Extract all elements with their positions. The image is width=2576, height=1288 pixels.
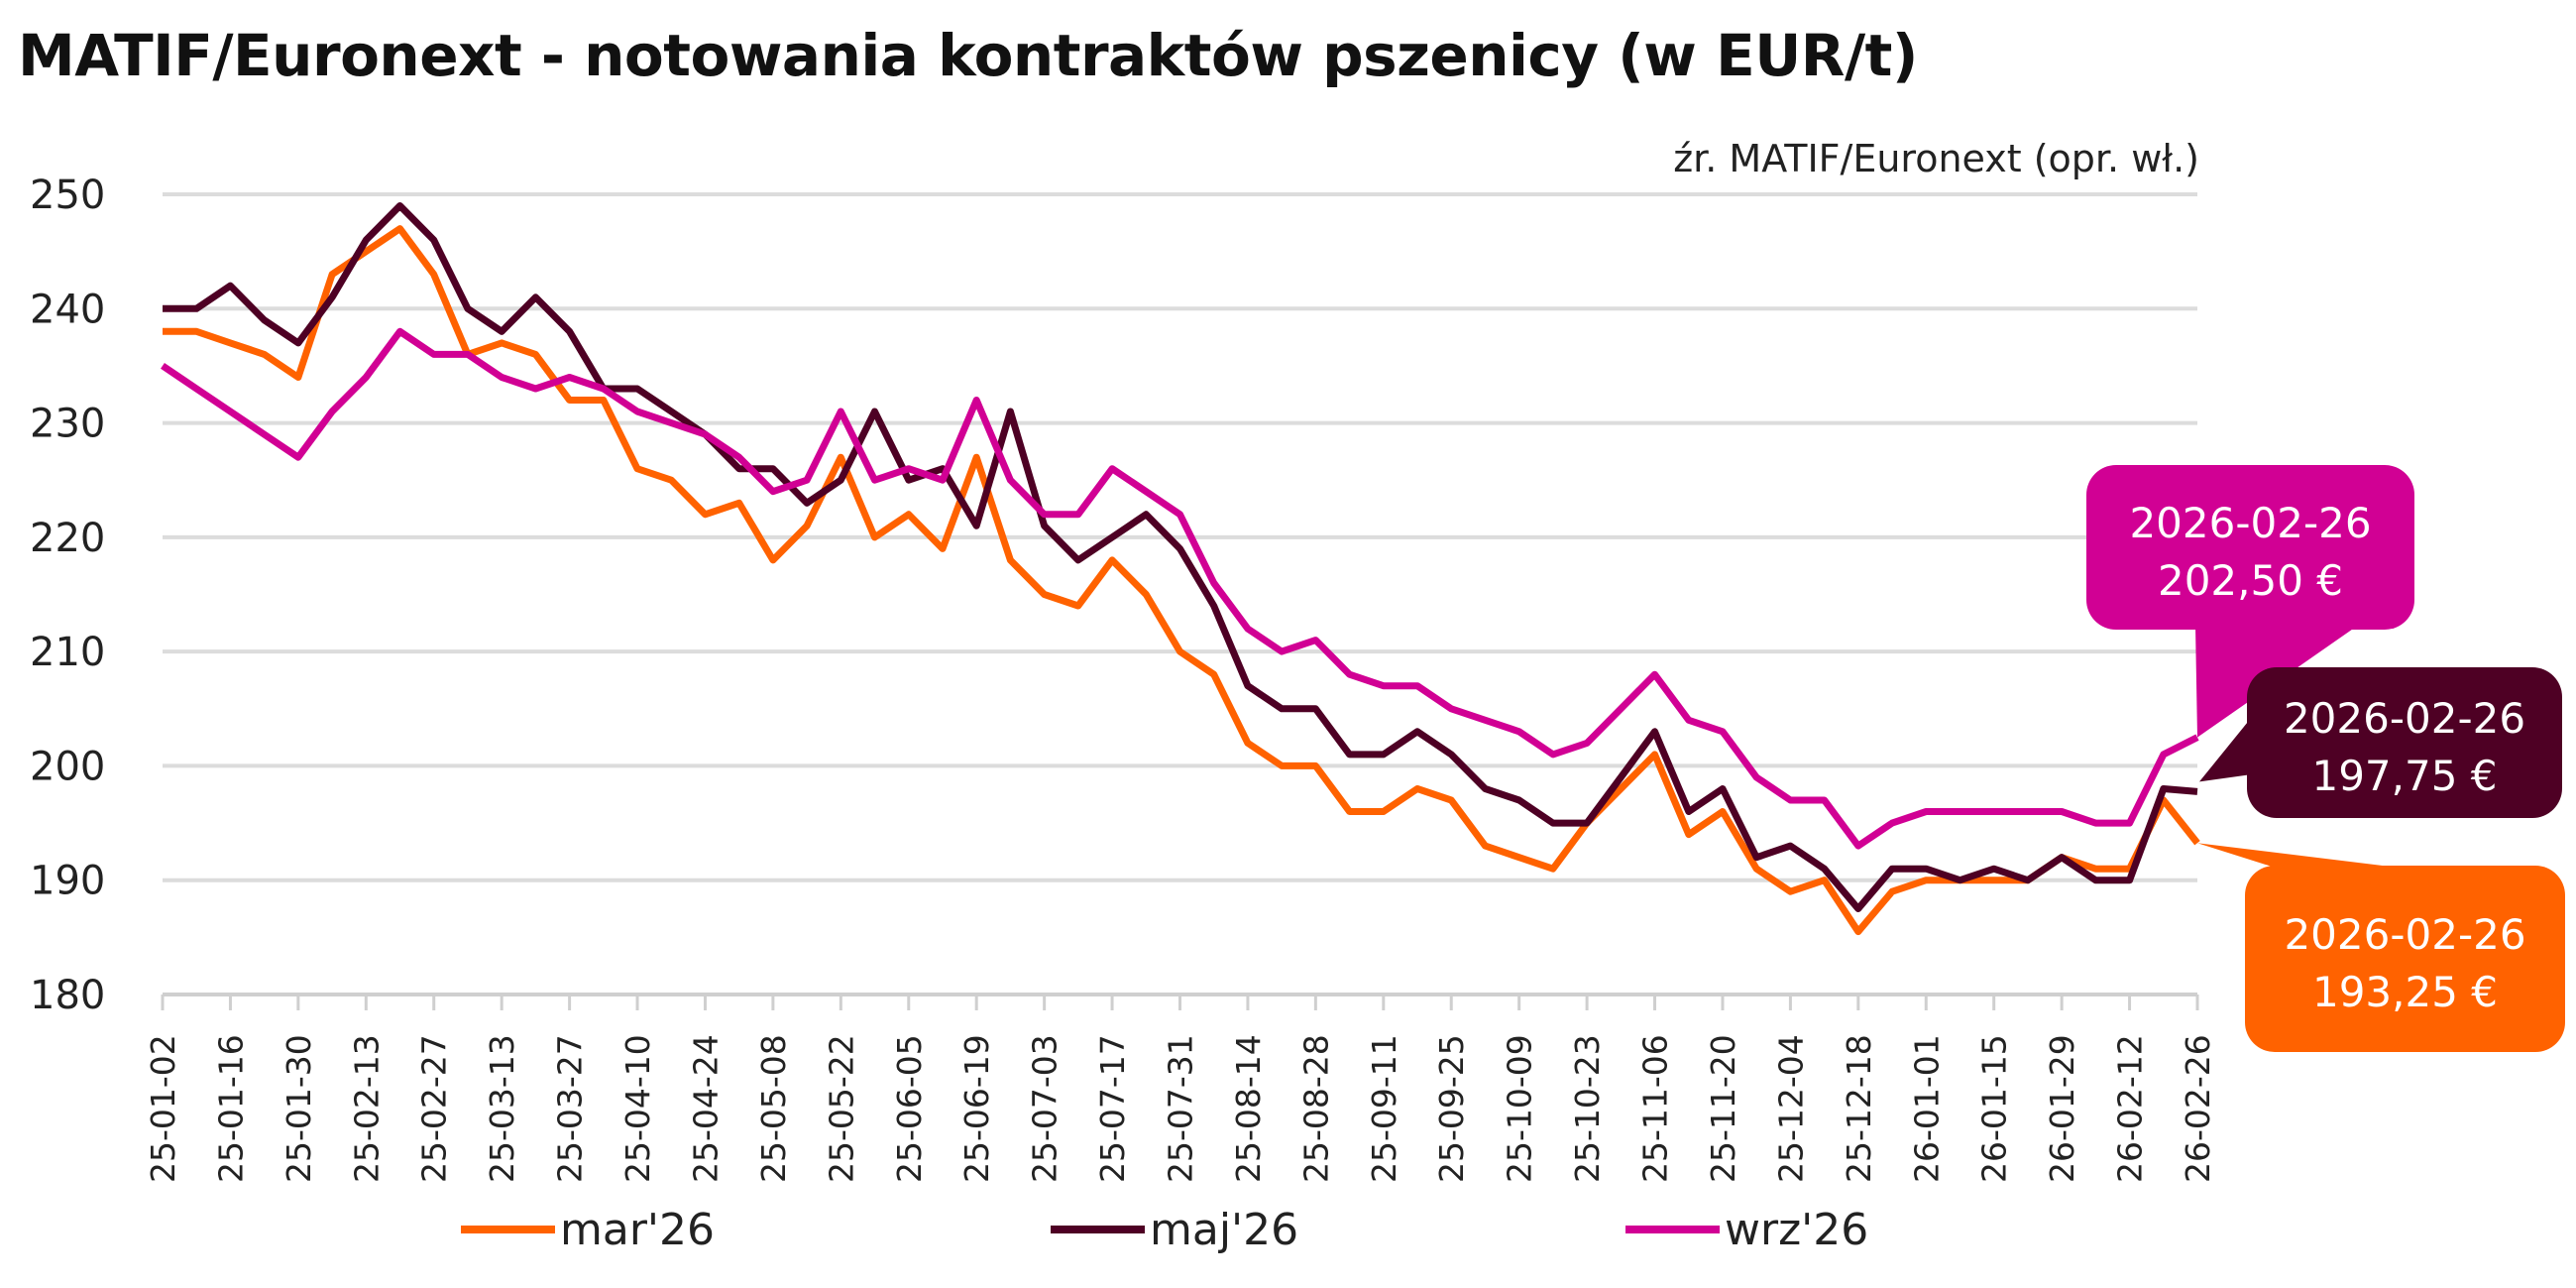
x-tick-label: 25-11-06 [1636,1034,1675,1183]
annotation-date: 2026-02-26 [2284,694,2525,743]
y-tick-label: 210 [30,630,105,675]
annotation-value: 202,50 € [2158,556,2343,605]
legend-label: mar'26 [560,1205,715,1255]
x-tick-label: 26-01-15 [1975,1034,2014,1183]
legend-label: maj'26 [1150,1205,1298,1255]
y-tick-label: 250 [30,173,105,218]
x-tick-label: 25-08-28 [1296,1034,1335,1183]
y-tick-label: 180 [30,973,105,1018]
x-tick-label: 25-02-13 [347,1034,386,1183]
x-tick-label: 25-01-02 [144,1034,182,1183]
x-tick-label: 25-06-19 [957,1034,996,1183]
y-tick-label: 190 [30,859,105,904]
series-line-mar26 [163,225,2200,936]
annotation-pointer [2197,843,2423,871]
x-tick-label: 26-01-29 [2043,1034,2081,1183]
x-tick-label: 25-12-18 [1840,1034,1878,1183]
x-tick-label: 25-03-27 [551,1034,590,1183]
x-tick-label: 25-04-24 [686,1034,725,1183]
y-tick-label: 220 [30,516,105,561]
x-tick-label: 25-04-10 [618,1034,657,1183]
legend-label: wrz'26 [1725,1205,1868,1255]
chart-title: MATIF/Euronext - notowania kontraktów ps… [18,22,1918,89]
x-tick-label: 25-12-04 [1771,1034,1810,1183]
annotation-box [2245,866,2565,1052]
x-tick-label: 26-01-01 [1907,1034,1946,1183]
series-line-maj26 [163,202,2198,912]
x-tick-label: 25-01-30 [280,1034,318,1183]
x-tick-label: 25-02-27 [415,1034,454,1183]
y-tick-label: 240 [30,287,105,332]
x-tick-label: 25-05-08 [754,1034,793,1183]
series-line-wrz26 [161,327,2199,850]
annotation-box [2247,667,2562,818]
x-tick-label: 25-11-20 [1704,1034,1742,1183]
x-tick-label: 25-01-16 [211,1034,250,1183]
y-tick-label: 230 [30,402,105,447]
x-tick-label: 25-09-11 [1365,1034,1403,1183]
x-tick-label: 26-02-12 [2111,1034,2150,1183]
x-tick-label: 25-07-17 [1093,1034,1132,1183]
x-tick-label: 25-07-31 [1162,1034,1200,1183]
x-tick-label: 25-05-22 [822,1034,860,1183]
x-tick-label: 25-09-25 [1432,1034,1471,1183]
x-tick-label: 25-06-05 [890,1034,929,1183]
annotation-value: 193,25 € [2312,968,2498,1016]
x-tick-label: 25-08-14 [1229,1034,1268,1183]
y-tick-label: 200 [30,744,105,789]
x-tick-label: 25-03-13 [483,1034,521,1183]
annotation-pointer [2199,717,2252,782]
annotation-value: 197,75 € [2311,752,2497,800]
annotation-date: 2026-02-26 [2129,499,2371,547]
x-tick-label: 25-07-03 [1026,1034,1064,1183]
x-tick-label: 25-10-23 [1568,1034,1607,1183]
annotation-date: 2026-02-26 [2284,910,2525,959]
x-tick-label: 25-10-09 [1501,1034,1539,1183]
source-note: źr. MATIF/Euronext (opr. wł.) [1673,137,2199,180]
x-tick-label: 26-02-26 [2179,1034,2217,1183]
annotation-box [2086,465,2414,630]
